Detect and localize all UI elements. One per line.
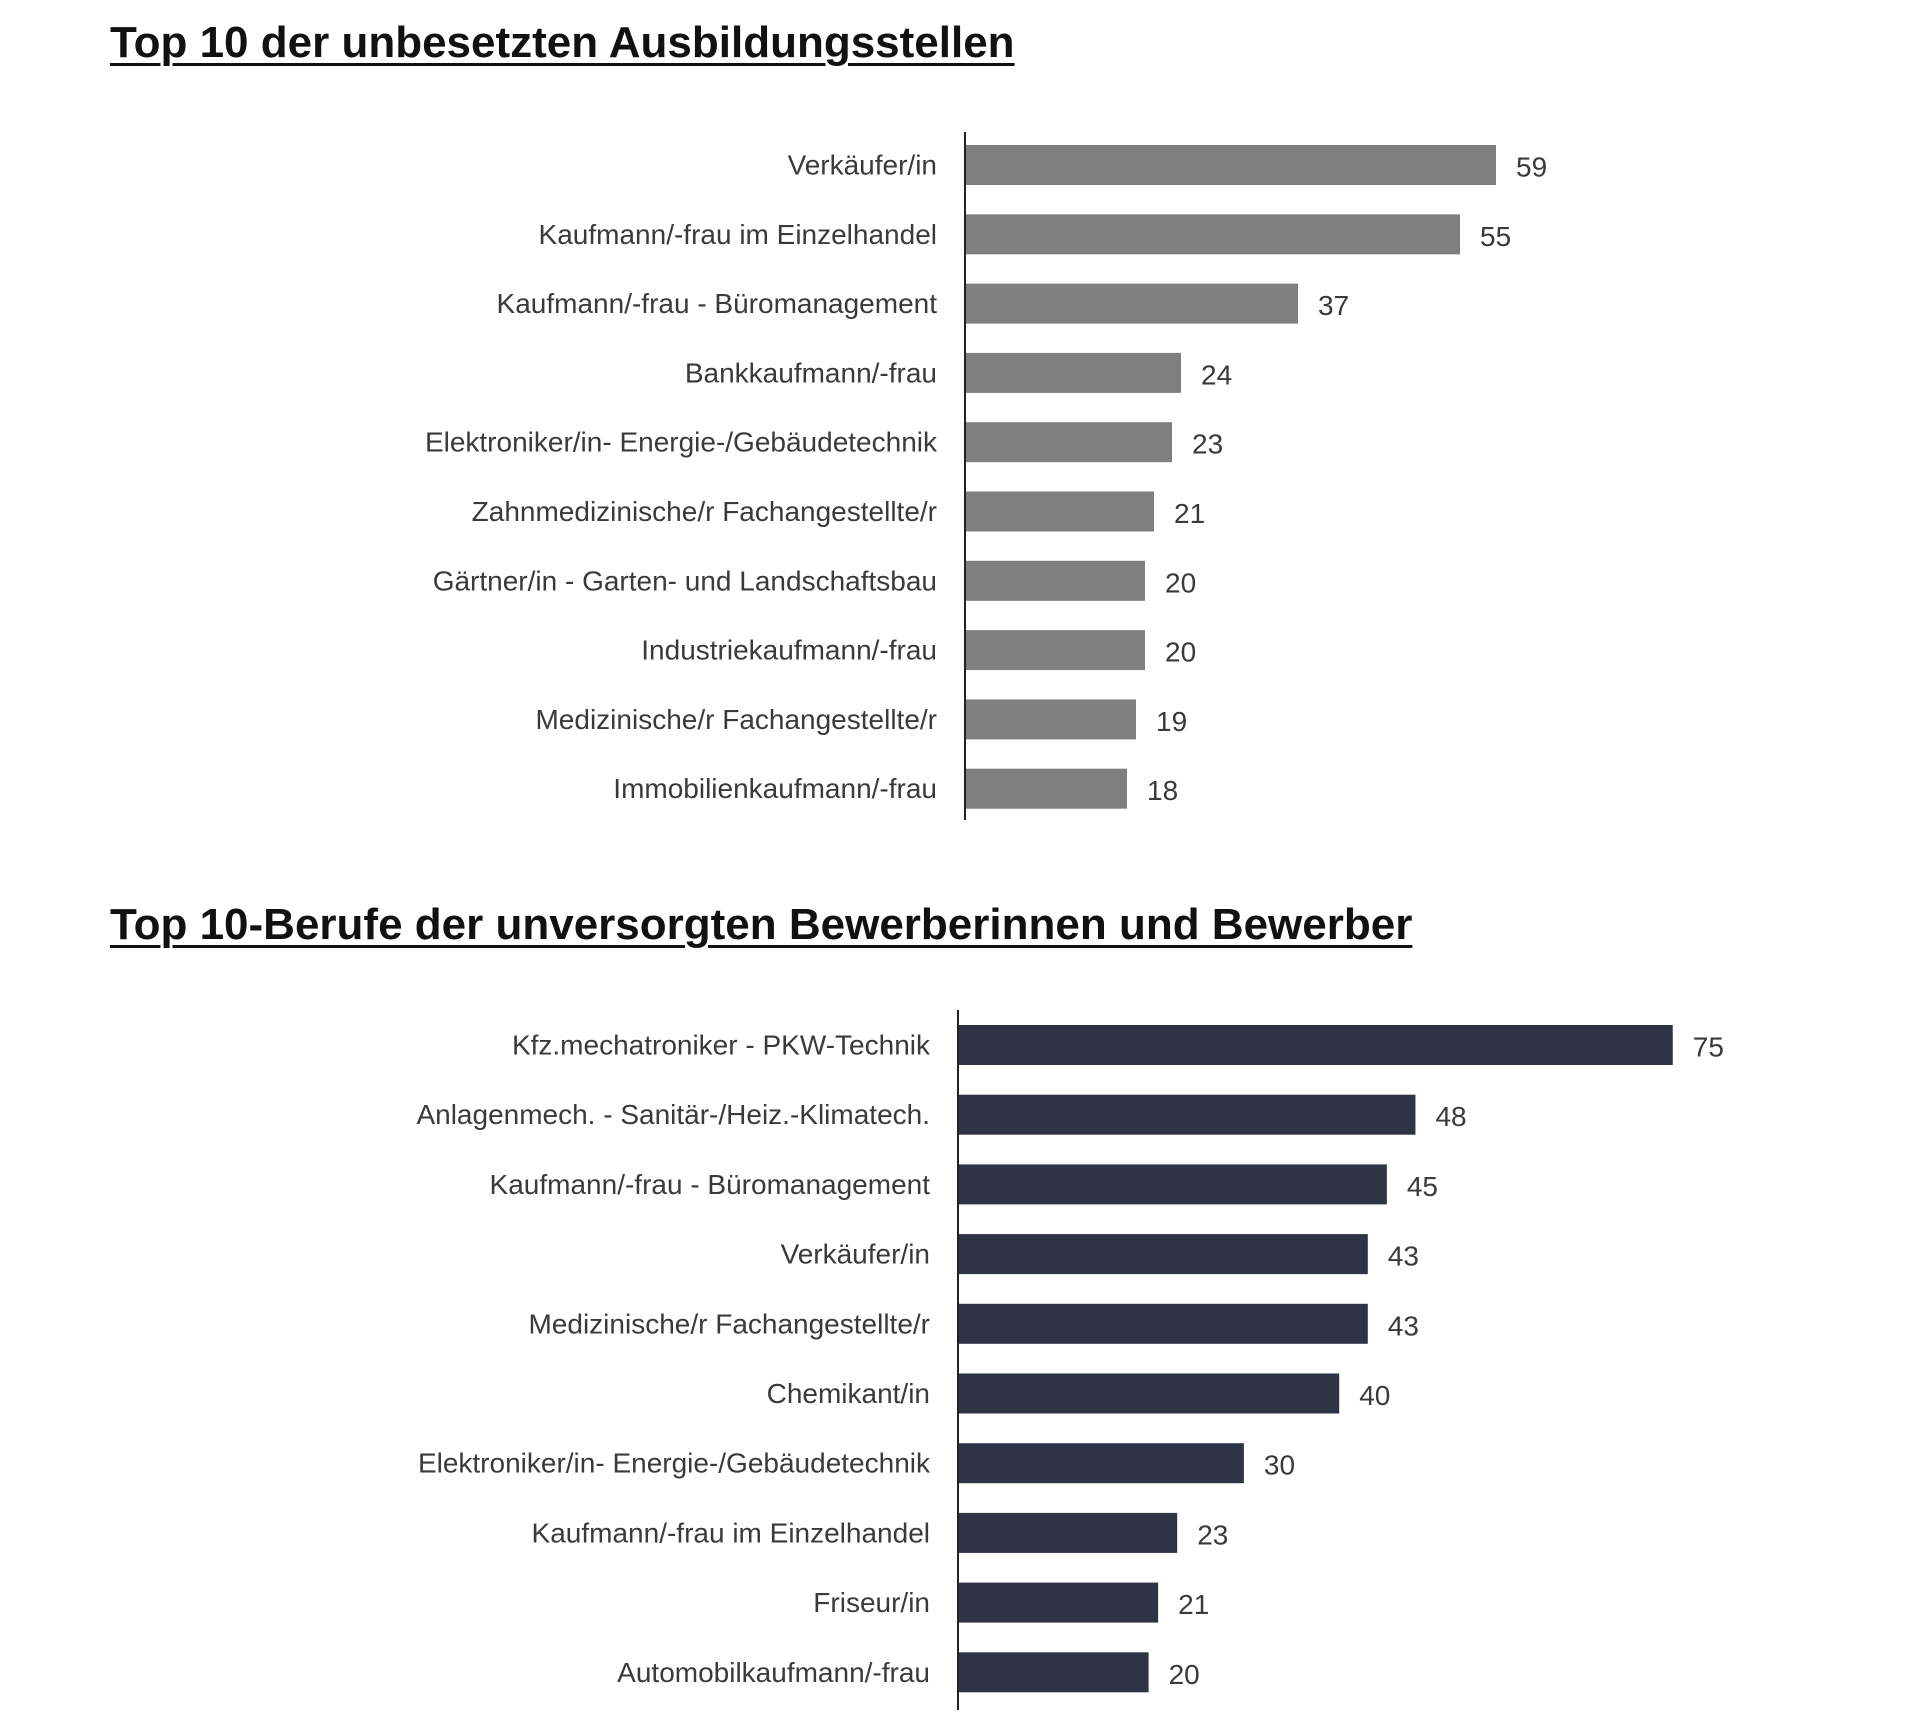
category-label: Verkäufer/in: [788, 150, 937, 181]
value-label: 30: [1264, 1450, 1295, 1481]
bar-medizinische-r-fachangestellte-r: [965, 699, 1136, 740]
category-label: Medizinische/r Fachangestellte/r: [528, 1308, 930, 1339]
category-label: Zahnmedizinische/r Fachangestellte/r: [472, 496, 937, 527]
bar-industriekaufmann-frau: [965, 630, 1145, 671]
category-label: Medizinische/r Fachangestellte/r: [535, 704, 937, 735]
category-label: Kaufmann/-frau - Büromanagement: [490, 1169, 931, 1200]
category-label: Kaufmann/-frau - Büromanagement: [497, 288, 938, 319]
value-label: 20: [1169, 1659, 1200, 1690]
chart-title-unbesetzte-stellen: Top 10 der unbesetzten Ausbildungsstelle…: [110, 18, 1015, 67]
value-label: 55: [1480, 221, 1511, 252]
bar-bankkaufmann-frau: [965, 352, 1181, 393]
bar-immobilienkaufmann-frau: [965, 768, 1127, 809]
bar-kaufmann-frau-im-einzelhandel: [965, 214, 1460, 255]
category-label: Anlagenmech. - Sanitär-/Heiz.-Klimatech.: [416, 1099, 930, 1130]
chart-title-unversorgte-bewerber: Top 10-Berufe der unversorgten Bewerberi…: [110, 900, 1413, 949]
category-label: Chemikant/in: [767, 1378, 930, 1409]
value-label: 37: [1318, 290, 1349, 321]
category-label: Elektroniker/in- Energie-/Gebäudetechnik: [418, 1448, 931, 1479]
value-label: 20: [1165, 567, 1196, 598]
value-label: 20: [1165, 637, 1196, 668]
value-label: 23: [1197, 1519, 1228, 1550]
bar-kaufmann-frau-büromanagement: [958, 1164, 1387, 1205]
bar-chemikant-in: [958, 1373, 1340, 1414]
chart-unversorgte-bewerber: Kfz.mechatroniker - PKW-Technik 75 Anlagen…: [416, 1010, 1724, 1710]
value-label: 48: [1435, 1101, 1466, 1132]
category-label: Verkäufer/in: [781, 1239, 930, 1270]
category-label: Kaufmann/-frau im Einzelhandel: [539, 219, 937, 250]
bar-elektroniker-in-energie-gebäudetechnik: [958, 1443, 1244, 1484]
bar-verkäufer-in: [958, 1234, 1368, 1275]
category-label: Kaufmann/-frau im Einzelhandel: [532, 1517, 930, 1548]
category-label: Gärtner/in - Garten- und Landschaftsbau: [433, 565, 937, 596]
value-label: 75: [1693, 1032, 1724, 1063]
value-label: 18: [1147, 775, 1178, 806]
value-label: 40: [1359, 1380, 1390, 1411]
bar-kaufmann-frau-im-einzelhandel: [958, 1512, 1178, 1553]
category-label: Immobilienkaufmann/-frau: [613, 773, 937, 804]
bar-kaufmann-frau-büromanagement: [965, 283, 1298, 324]
value-label: 19: [1156, 706, 1187, 737]
value-label: 23: [1192, 429, 1223, 460]
bar-anlagenmech-sanitär-heiz-klimatech: [958, 1094, 1416, 1135]
value-label: 43: [1388, 1310, 1419, 1341]
chart-unbesetzte-ausbildungsstellen: Verkäufer/in 59 Kaufmann/-frau im Einzelha…: [425, 132, 1547, 820]
value-label: 24: [1201, 359, 1232, 390]
value-label: 21: [1174, 498, 1205, 529]
category-label: Elektroniker/in- Energie-/Gebäudetechnik: [425, 427, 938, 458]
value-label: 21: [1178, 1589, 1209, 1620]
value-label: 43: [1388, 1241, 1419, 1272]
bar-friseur-in: [958, 1582, 1159, 1623]
bar-medizinische-r-fachangestellte-r: [958, 1303, 1368, 1344]
category-label: Kfz.mechatroniker - PKW-Technik: [512, 1030, 931, 1061]
category-label: Bankkaufmann/-frau: [685, 357, 937, 388]
category-label: Friseur/in: [813, 1587, 930, 1618]
bar-automobilkaufmann-frau: [958, 1652, 1149, 1693]
bar-zahnmedizinische-r-fachangestellte-r: [965, 491, 1154, 532]
bar-gärtner-in-garten-und-landschaftsbau: [965, 560, 1145, 601]
bar-kfz-mechatroniker-pkw-technik: [958, 1025, 1673, 1065]
value-label: 45: [1407, 1171, 1438, 1202]
category-label: Industriekaufmann/-frau: [641, 635, 937, 666]
bar-verkäufer-in: [965, 145, 1496, 185]
value-label: 59: [1516, 152, 1547, 183]
bar-elektroniker-in-energie-gebäudetechnik: [965, 422, 1172, 463]
category-label: Automobilkaufmann/-frau: [617, 1657, 930, 1688]
